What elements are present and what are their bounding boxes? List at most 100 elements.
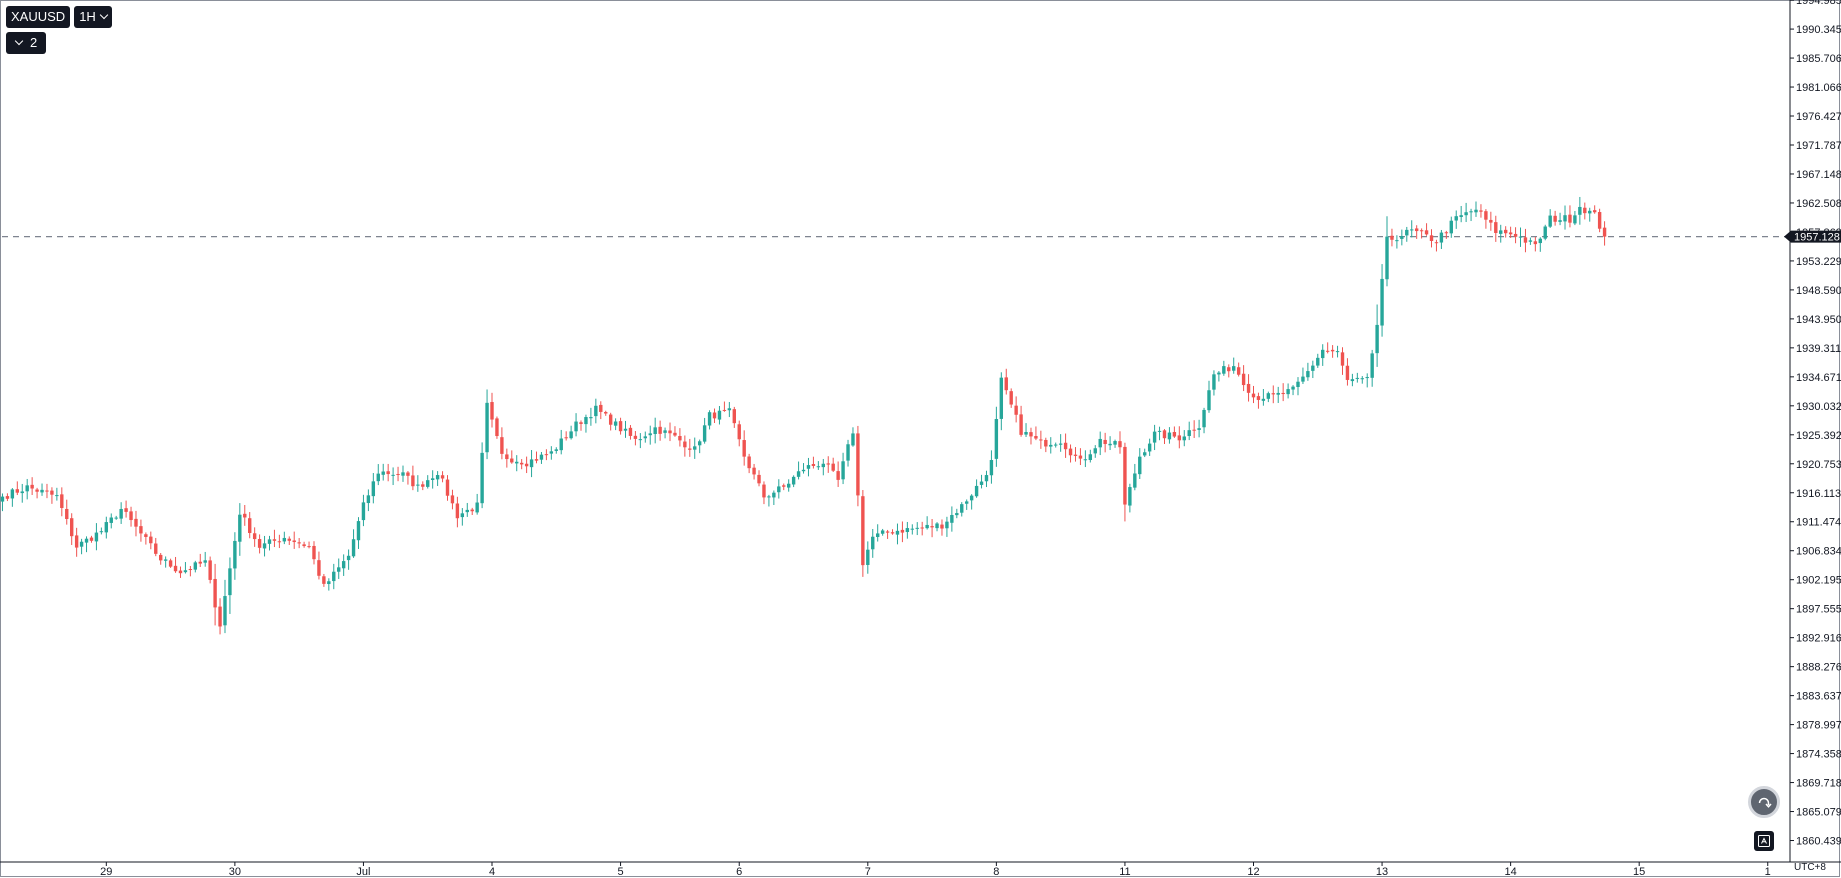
candle — [282, 531, 287, 545]
candle — [341, 554, 346, 576]
candle-body — [737, 424, 741, 440]
candle — [1306, 362, 1310, 381]
candle — [994, 406, 999, 467]
candle — [1251, 385, 1256, 404]
candle — [134, 510, 138, 537]
candle-body — [1479, 210, 1483, 212]
candle — [337, 558, 341, 579]
candle — [386, 463, 390, 482]
candle-body — [1533, 241, 1538, 245]
candle-body — [1029, 432, 1033, 437]
candle — [717, 405, 722, 425]
candle — [183, 562, 188, 574]
candle — [1078, 448, 1083, 466]
candle-body — [866, 549, 870, 565]
candle — [35, 487, 39, 499]
candle-body — [505, 454, 509, 460]
candle — [94, 523, 99, 551]
price-tick-label: 1892.916 — [1796, 633, 1841, 645]
candle — [124, 500, 128, 518]
time-axis[interactable]: 29 30 Jul 4 5 6 7 8 11 12 13 14 15 1 — [0, 861, 1841, 878]
candle-body — [1182, 436, 1186, 441]
last-price-tag-bg — [1784, 230, 1841, 243]
candle-body — [361, 502, 366, 521]
candle — [430, 470, 435, 489]
candle-body — [371, 481, 376, 497]
candle-body — [193, 562, 198, 570]
candle — [267, 535, 272, 551]
candle — [1108, 436, 1112, 451]
candle — [391, 467, 395, 486]
candle-body — [673, 432, 677, 436]
candle-body — [1024, 431, 1028, 435]
candle-body — [683, 441, 687, 448]
candle-body — [1207, 390, 1211, 411]
candle-body — [1197, 428, 1201, 430]
candle-body — [248, 518, 252, 533]
price-axis[interactable]: 1994.985 1990.345 1985.706 1981.066 1976.427… — [1784, 0, 1841, 862]
candle-body — [109, 517, 113, 523]
candle-body — [519, 462, 524, 465]
candle — [1083, 450, 1088, 468]
timezone-label[interactable]: UTC+8 — [1794, 862, 1826, 873]
candle — [1143, 448, 1147, 458]
candle — [1147, 438, 1152, 456]
candle — [159, 552, 163, 565]
candle — [658, 420, 662, 441]
interval-button[interactable]: 1H — [74, 6, 112, 28]
candle — [960, 502, 964, 517]
reset-chart-button[interactable] — [1748, 786, 1780, 818]
candle-body — [366, 495, 371, 504]
candle — [752, 463, 756, 480]
candle-body — [238, 514, 242, 542]
candle — [856, 425, 860, 507]
candle-body — [490, 402, 494, 420]
candle — [1266, 391, 1271, 403]
candle-body — [460, 513, 465, 518]
candle-body — [574, 421, 578, 432]
candle — [198, 553, 202, 568]
candle-body — [1380, 278, 1384, 326]
candle-body — [1444, 232, 1449, 234]
candle — [1063, 433, 1068, 458]
symbol-button[interactable]: XAUUSD — [6, 6, 71, 28]
candle-body — [495, 418, 499, 437]
candle-body — [60, 494, 64, 508]
indicator-count: 2 — [30, 35, 38, 50]
candle — [60, 487, 64, 517]
candle-body — [1049, 444, 1053, 447]
candle — [564, 431, 568, 441]
candle — [50, 487, 54, 504]
candle-body — [450, 495, 455, 504]
candle — [712, 408, 717, 424]
indicators-toggle[interactable]: 2 — [6, 31, 47, 54]
candle — [534, 451, 539, 464]
candle — [1212, 370, 1216, 396]
indicators-button[interactable]: 2 — [6, 32, 47, 54]
candle — [925, 516, 929, 530]
candle — [1543, 224, 1547, 241]
candle-body — [643, 436, 647, 439]
candle-body — [772, 492, 776, 498]
candle — [74, 527, 79, 557]
candle-body — [1405, 229, 1409, 236]
candle-body — [317, 560, 321, 576]
candle-body — [267, 539, 272, 544]
price-tick-label: 1985.706 — [1796, 53, 1841, 65]
candle-body — [1429, 235, 1434, 241]
candle-body — [341, 561, 346, 569]
candle — [1271, 385, 1275, 404]
candle — [1009, 388, 1013, 408]
candle — [900, 521, 905, 543]
candle — [1474, 201, 1478, 217]
auto-scale-button[interactable] — [1754, 831, 1774, 851]
candle — [875, 524, 880, 542]
candle-body — [376, 473, 380, 482]
candle-body — [1553, 215, 1557, 222]
candle — [584, 414, 588, 433]
candle — [836, 461, 840, 487]
candle-body — [1123, 446, 1127, 505]
candle — [109, 513, 113, 529]
candle — [579, 420, 583, 431]
